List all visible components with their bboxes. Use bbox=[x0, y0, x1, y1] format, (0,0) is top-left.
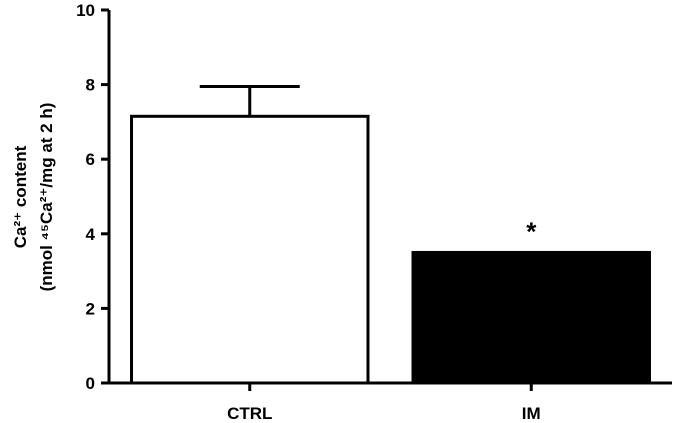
bar-im bbox=[411, 250, 651, 385]
y-tick-label-4: 4 bbox=[86, 225, 96, 244]
y-tick-label-2: 2 bbox=[86, 299, 95, 318]
significance-asterisk: * bbox=[526, 216, 537, 246]
x-axis: CTRL IM bbox=[107, 381, 672, 423]
y-tick-label-6: 6 bbox=[86, 150, 95, 169]
y-axis: 0 2 4 6 8 10 bbox=[76, 1, 111, 393]
y-tick-label-0: 0 bbox=[86, 374, 95, 393]
bars-layer bbox=[130, 114, 651, 385]
y-axis-label-line1: Ca²⁺ content bbox=[11, 145, 30, 248]
y-tick-label-8: 8 bbox=[86, 76, 95, 95]
y-axis-label-line2: (nmol ⁴⁵Ca²⁺/mg at 2 h) bbox=[37, 103, 56, 292]
x-tick-label-ctrl: CTRL bbox=[227, 404, 272, 423]
y-tick-label-10: 10 bbox=[76, 1, 95, 20]
error-bars-layer bbox=[199, 84, 300, 117]
annotations-layer: * bbox=[526, 216, 537, 246]
y-axis-label: Ca²⁺ content (nmol ⁴⁵Ca²⁺/mg at 2 h) bbox=[11, 103, 56, 292]
bar-ctrl bbox=[130, 114, 370, 385]
x-tick-label-im: IM bbox=[522, 404, 541, 423]
